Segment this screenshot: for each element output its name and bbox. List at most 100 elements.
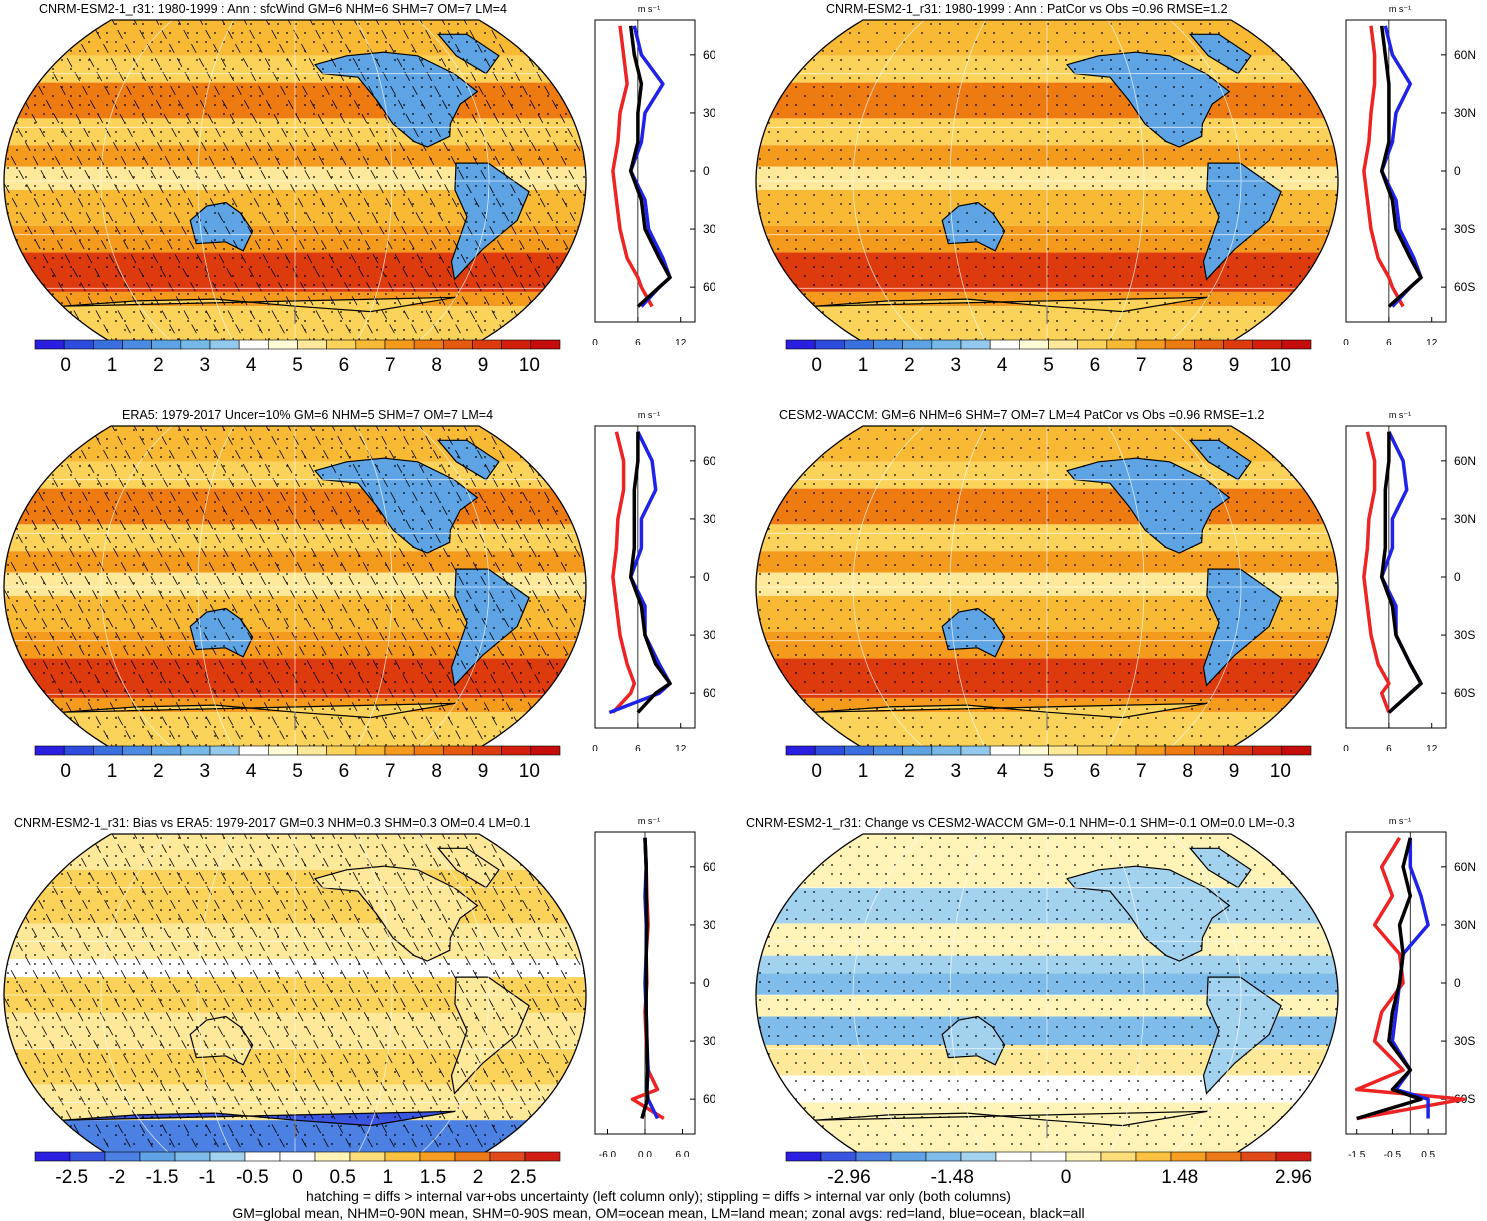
colorbar-swatch bbox=[1049, 340, 1078, 349]
colorbar-swatch bbox=[356, 746, 385, 755]
zonal-frame bbox=[1346, 426, 1446, 728]
colorbar-swatch bbox=[210, 746, 239, 755]
colorbar-swatch bbox=[844, 340, 873, 349]
colorbar-label: 1 bbox=[383, 1167, 394, 1188]
x-tick-label: 12 bbox=[675, 338, 687, 345]
colorbar-label: -2.5 bbox=[55, 1167, 88, 1188]
x-tick-label: 0.5 bbox=[1421, 1150, 1435, 1157]
colorbar-swatch bbox=[93, 746, 122, 755]
colorbar-label: 1.5 bbox=[420, 1167, 446, 1188]
colorbar-swatch bbox=[1276, 1152, 1311, 1161]
colorbar-swatch bbox=[891, 1152, 926, 1161]
colorbar-swatch bbox=[35, 1152, 70, 1161]
lat-tick-label: 30N bbox=[1454, 512, 1476, 526]
colorbar-swatch bbox=[181, 340, 210, 349]
colorbar-label: 3 bbox=[950, 761, 961, 782]
colorbar-swatch bbox=[1078, 746, 1107, 755]
lat-tick-label: 60N bbox=[1454, 454, 1476, 468]
series-all bbox=[1382, 432, 1421, 713]
colorbar-swatch bbox=[105, 1152, 140, 1161]
panel-title: ERA5: 1979-2017 Uncer=10% GM=6 NHM=5 SHM… bbox=[122, 408, 493, 422]
colorbar-label: 4 bbox=[997, 355, 1008, 376]
colorbar-swatch bbox=[420, 1152, 455, 1161]
colorbar-swatch bbox=[1136, 340, 1165, 349]
colorbar-swatch bbox=[815, 746, 844, 755]
colorbar-label: 9 bbox=[1229, 761, 1240, 782]
colorbar-swatch bbox=[350, 1152, 385, 1161]
colorbar-label: 7 bbox=[385, 355, 396, 376]
colorbar-swatch bbox=[356, 340, 385, 349]
lat-tick-label: 60N bbox=[1454, 48, 1476, 62]
colorbar-swatch bbox=[385, 340, 414, 349]
colorbar-swatch bbox=[35, 340, 64, 349]
colorbar-swatch bbox=[1253, 340, 1282, 349]
colorbar-swatch bbox=[210, 1152, 245, 1161]
colorbar-label: 2 bbox=[904, 355, 915, 376]
x-tick-label: 0.0 bbox=[638, 1150, 652, 1157]
lat-tick-label: 0 bbox=[1454, 976, 1461, 990]
lat-tick-label: 60S bbox=[703, 686, 715, 700]
panel-change: CNRM-ESM2-1_r31: Change vs CESM2-WACCM G… bbox=[746, 812, 1486, 1192]
colorbar-swatch bbox=[64, 746, 93, 755]
colorbar-swatch bbox=[298, 746, 327, 755]
colorbar-swatch bbox=[502, 746, 531, 755]
lat-tick-label: 30N bbox=[703, 918, 715, 932]
lat-tick-label: 30S bbox=[703, 628, 715, 642]
colorbar-label: 3 bbox=[199, 761, 210, 782]
colorbar-swatch bbox=[268, 746, 297, 755]
colorbar-swatch bbox=[210, 340, 239, 349]
lat-tick-label: 0 bbox=[1454, 570, 1461, 584]
colorbar-swatch bbox=[1019, 340, 1048, 349]
lat-tick-label: 30N bbox=[1454, 106, 1476, 120]
x-tick-label: 0 bbox=[592, 338, 598, 345]
colorbar-swatch bbox=[1241, 1152, 1276, 1161]
colorbar-label: -2 bbox=[108, 1167, 125, 1188]
lat-tick-label: 60S bbox=[703, 1092, 715, 1106]
lat-tick-label: 30S bbox=[1454, 1034, 1475, 1048]
colorbar-swatch bbox=[821, 1152, 856, 1161]
colorbar-swatch bbox=[1066, 1152, 1101, 1161]
colorbar-label: 6 bbox=[1090, 355, 1101, 376]
colorbar-swatch bbox=[175, 1152, 210, 1161]
colorbar-label: 0 bbox=[1061, 1167, 1072, 1188]
lat-tick-label: 30S bbox=[1454, 222, 1475, 236]
colorbar-swatch bbox=[327, 746, 356, 755]
colorbar-label: 10 bbox=[1270, 761, 1291, 782]
map-field bbox=[752, 20, 1342, 342]
colorbar-swatch bbox=[245, 1152, 280, 1161]
lat-tick-label: 30S bbox=[1454, 628, 1475, 642]
colorbar-swatch bbox=[239, 340, 268, 349]
x-tick-label: 0 bbox=[1343, 338, 1349, 345]
colorbar-swatch bbox=[815, 340, 844, 349]
map-0 bbox=[0, 16, 590, 346]
colorbar-label: 0.5 bbox=[329, 1167, 355, 1188]
map-field bbox=[752, 834, 1342, 1156]
colorbar-swatch bbox=[531, 746, 560, 755]
colorbar-swatch bbox=[1078, 340, 1107, 349]
colorbar-label: 3 bbox=[950, 355, 961, 376]
colorbar-swatch bbox=[932, 340, 961, 349]
colorbar-swatch bbox=[181, 746, 210, 755]
colorbar-swatch bbox=[903, 340, 932, 349]
x-tick-label: 6 bbox=[1386, 744, 1392, 751]
colorbar-swatch bbox=[1107, 746, 1136, 755]
colorbar-swatch bbox=[961, 746, 990, 755]
colorbar-swatch bbox=[502, 340, 531, 349]
colorbar-label: 4 bbox=[246, 355, 257, 376]
colorbar-swatch bbox=[786, 340, 815, 349]
colorbar-label: 9 bbox=[1229, 355, 1240, 376]
colorbar-swatch bbox=[123, 340, 152, 349]
colorbar-swatch bbox=[1206, 1152, 1241, 1161]
panel-title: CESM2-WACCM: GM=6 NHM=6 SHM=7 OM=7 LM=4 … bbox=[779, 408, 1264, 422]
colorbar-label: 2 bbox=[904, 761, 915, 782]
panel-model-patcor: CNRM-ESM2-1_r31: 1980-1999 : Ann : PatCo… bbox=[746, 0, 1486, 400]
colorbar-label: 0 bbox=[811, 355, 822, 376]
colorbar-label: 9 bbox=[478, 355, 489, 376]
colorbar-swatch bbox=[1031, 1152, 1066, 1161]
colorbar-swatch bbox=[1049, 746, 1078, 755]
lat-tick-label: 30N bbox=[1454, 918, 1476, 932]
colorbar-label: -1 bbox=[199, 1167, 216, 1188]
